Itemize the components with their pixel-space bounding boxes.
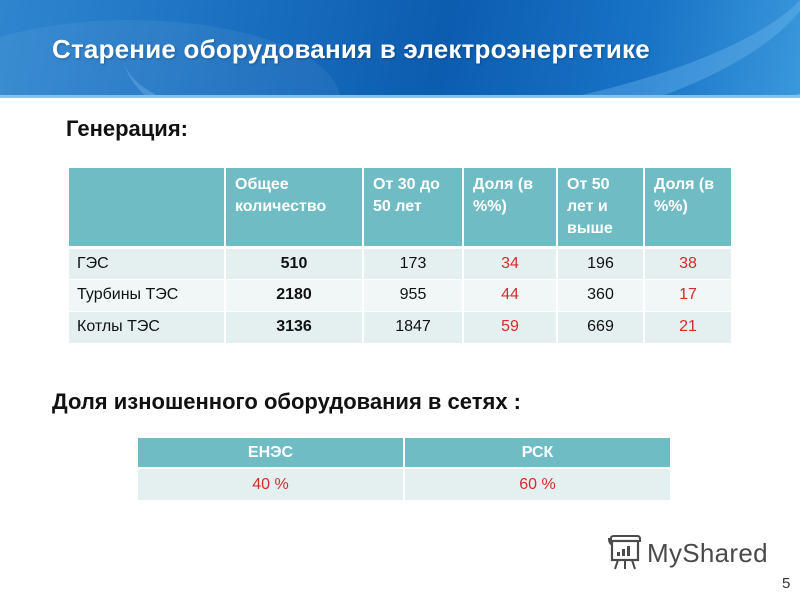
logo-text: MyShared xyxy=(647,537,768,568)
column-header-name xyxy=(69,168,226,249)
cell-total: 3136 xyxy=(225,311,364,344)
generation-heading: Генерация: xyxy=(66,116,188,141)
cell-share-over-50: 17 xyxy=(644,279,731,312)
cell-share-30-50: 34 xyxy=(463,247,558,280)
slide-title: Старение оборудования в электроэнергетик… xyxy=(52,34,650,64)
column-header-rsk: РСК xyxy=(404,438,670,469)
row-name: ГЭС xyxy=(69,247,226,280)
cell-share-over-50: 38 xyxy=(644,247,731,280)
cell-total: 510 xyxy=(225,247,364,280)
cell-30-50: 173 xyxy=(363,247,464,280)
row-name: Турбины ТЭС xyxy=(69,279,226,312)
cell-over-50: 196 xyxy=(557,247,645,280)
column-header-30-50: От 30 до 50 лет xyxy=(363,168,464,249)
banner-divider xyxy=(0,95,800,98)
myshared-logo: MyShared xyxy=(607,535,768,571)
cell-rsk-value: 60 % xyxy=(404,468,670,500)
page-number: 5 xyxy=(782,575,791,592)
column-header-over-50: От 50 лет и выше xyxy=(557,168,645,249)
cell-30-50: 1847 xyxy=(363,311,464,344)
cell-share-30-50: 44 xyxy=(463,279,558,312)
title-banner: Старение оборудования в электроэнергетик… xyxy=(0,0,800,98)
column-header-share-over-50: Доля (в %%) xyxy=(644,168,731,249)
column-header-enes: ЕНЭС xyxy=(138,438,405,469)
table-row: 40 % 60 % xyxy=(138,468,670,500)
cell-total: 2180 xyxy=(225,279,364,312)
cell-share-30-50: 59 xyxy=(463,311,558,344)
networks-table: ЕНЭС РСК 40 % 60 % xyxy=(138,438,670,500)
table-row: Котлы ТЭС 3136 1847 59 669 21 xyxy=(69,311,731,344)
table-header-row: ЕНЭС РСК xyxy=(138,438,670,469)
cell-share-over-50: 21 xyxy=(644,311,731,344)
table-header-row: Общее количество От 30 до 50 лет Доля (в… xyxy=(69,168,731,249)
cell-enes-value: 40 % xyxy=(138,468,405,500)
column-header-share-30-50: Доля (в %%) xyxy=(463,168,558,249)
cell-over-50: 669 xyxy=(557,311,645,344)
table-row: Турбины ТЭС 2180 955 44 360 17 xyxy=(69,279,731,312)
row-name: Котлы ТЭС xyxy=(69,311,226,344)
generation-table: Общее количество От 30 до 50 лет Доля (в… xyxy=(69,168,731,344)
cell-30-50: 955 xyxy=(363,279,464,312)
cell-over-50: 360 xyxy=(557,279,645,312)
table-row: ГЭС 510 173 34 196 38 xyxy=(69,247,731,280)
networks-heading: Доля изношенного оборудования в сетях : xyxy=(52,389,521,414)
column-header-total: Общее количество xyxy=(225,168,364,249)
presentation-board-icon xyxy=(608,535,641,570)
